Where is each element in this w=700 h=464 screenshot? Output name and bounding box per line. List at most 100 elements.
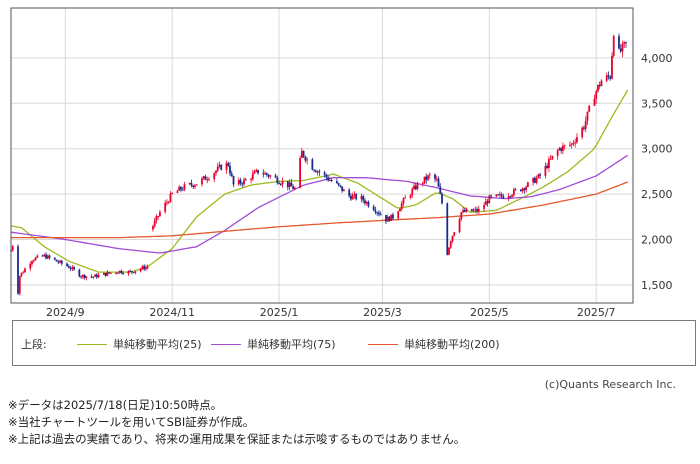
candle-body	[570, 143, 573, 145]
candle-body	[288, 182, 291, 188]
candle-body	[560, 148, 563, 151]
candle-body	[181, 189, 184, 191]
candle-body	[97, 274, 100, 278]
moving-average-lines	[10, 89, 629, 273]
candle-body	[327, 177, 330, 181]
legend: 上段: 単純移動平均(25) 単純移動平均(75) 単純移動平均(200)	[12, 320, 696, 366]
candle-body	[523, 188, 526, 191]
candle-body	[437, 178, 440, 187]
candlesticks	[10, 33, 627, 296]
candle-body	[145, 267, 147, 270]
candle-body	[588, 105, 591, 112]
candle-body	[621, 43, 624, 52]
candle-body	[106, 272, 109, 276]
candle-body	[421, 182, 424, 184]
candle-body	[367, 201, 370, 207]
candle-body	[43, 254, 46, 257]
candle-body	[314, 170, 317, 173]
candle-body	[556, 150, 559, 156]
candle-body	[146, 266, 149, 268]
candle-body	[313, 169, 316, 171]
candle-body	[549, 158, 552, 160]
candle-body	[446, 203, 449, 255]
candle-body	[67, 266, 70, 268]
candle-body	[166, 202, 168, 204]
candle-body	[60, 260, 63, 264]
candle-body	[122, 273, 125, 275]
candle-body	[330, 180, 333, 182]
candle-body	[351, 195, 354, 200]
candle-body	[92, 276, 95, 278]
candle-body	[176, 190, 179, 193]
candle-body	[195, 184, 198, 186]
candle-body	[253, 171, 256, 174]
candle-body	[328, 180, 331, 182]
candle-body	[255, 169, 258, 172]
candle-body	[569, 144, 571, 146]
candle-body	[563, 145, 566, 147]
candle-body	[448, 247, 450, 255]
candle-body	[462, 210, 464, 213]
candle-body	[251, 173, 254, 180]
candle-body	[535, 177, 538, 183]
candle-body	[239, 179, 242, 184]
candle-body	[619, 48, 622, 52]
candle-body	[139, 268, 142, 272]
candle-body	[458, 219, 461, 233]
candle-body	[509, 196, 512, 198]
candle-body	[476, 209, 478, 212]
candle-body	[94, 274, 97, 277]
candle-body	[337, 183, 340, 186]
candle-body	[511, 195, 514, 197]
candle-body	[153, 220, 156, 227]
candle-body	[539, 174, 542, 176]
x-tick-label: 2025/1	[260, 306, 299, 319]
ma-line-25	[10, 89, 629, 273]
candle-body	[449, 241, 452, 248]
y-tick-label: 2,500	[641, 188, 673, 201]
y-axis-labels: 1,500 2,000 2,500 3,000 3,500 4,000	[641, 52, 673, 292]
candle-body	[484, 201, 487, 206]
candle-body	[204, 176, 207, 180]
candle-body	[625, 42, 627, 44]
candle-body	[595, 91, 598, 99]
x-tick-label: 2025/7	[577, 306, 616, 319]
candle-body	[306, 159, 309, 161]
candle-body	[192, 185, 195, 188]
candle-body	[293, 187, 296, 190]
candle-body	[81, 274, 84, 277]
candle-body	[32, 260, 35, 262]
candle-body	[618, 36, 620, 49]
candle-body	[11, 246, 14, 251]
x-tick-label: 2025/3	[363, 306, 402, 319]
candle-body	[533, 177, 536, 183]
candle-body	[546, 165, 549, 168]
candle-body	[115, 272, 118, 274]
candle-body	[378, 212, 380, 215]
candle-body	[80, 276, 82, 278]
candle-body	[34, 257, 37, 261]
candle-body	[388, 216, 391, 221]
candle-body	[73, 267, 75, 270]
candle-body	[500, 194, 503, 197]
candle-body	[141, 266, 144, 269]
candle-body	[18, 276, 21, 294]
note-line: ※上記は過去の実績であり、将来の運用成果を保証または示唆するものではありません。	[8, 432, 466, 446]
candle-body	[274, 175, 277, 178]
candle-body	[362, 196, 365, 201]
candle-body	[201, 178, 203, 185]
candle-body	[385, 215, 387, 222]
candle-body	[90, 276, 93, 278]
candle-body	[409, 195, 412, 198]
candle-body	[423, 176, 426, 183]
candle-body	[276, 177, 279, 184]
candle-body	[465, 209, 468, 212]
candle-body	[206, 179, 209, 181]
candle-body	[85, 276, 88, 279]
candle-body	[230, 173, 233, 177]
candle-body	[229, 165, 231, 174]
candle-body	[572, 143, 575, 145]
legend-prefix: 上段:	[21, 338, 47, 351]
legend-label-ma200: 単純移動平均(200)	[404, 338, 500, 351]
candle-body	[607, 75, 610, 77]
